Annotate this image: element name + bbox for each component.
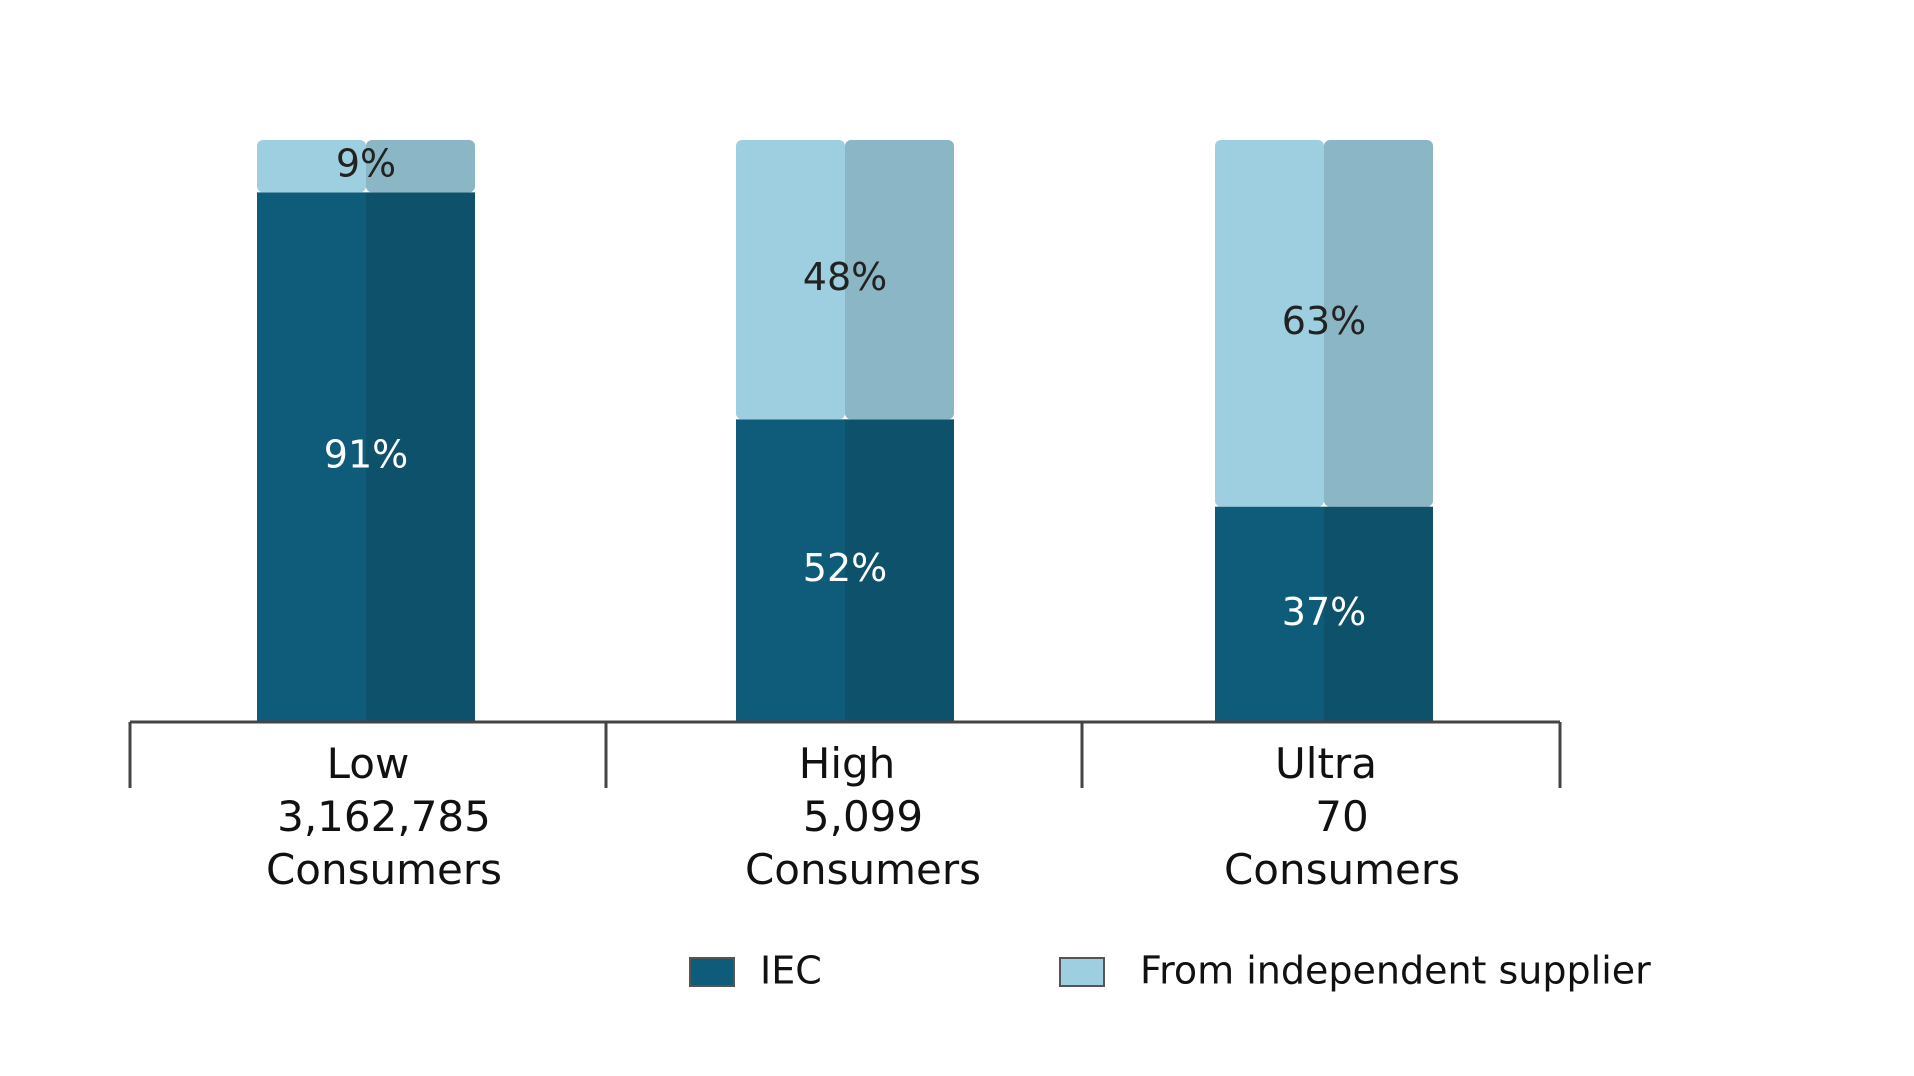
bar-segment-left-face — [736, 140, 845, 420]
legend-item-independent: From independent supplier — [1059, 949, 1651, 993]
bar-segment-ultra-iec: 37% — [1215, 506, 1433, 722]
category-axis — [128, 720, 1562, 788]
bar-segment-right-face — [845, 140, 954, 420]
data-label: 91% — [324, 433, 408, 477]
legend-swatch — [1059, 957, 1105, 987]
legend-swatch — [689, 957, 735, 987]
bar-segment-right-face — [1324, 140, 1433, 507]
data-label: 9% — [336, 142, 396, 186]
bar-segment-left-face — [1215, 140, 1324, 507]
category-count: 5,099 — [803, 792, 923, 841]
category-count: 70 — [1315, 792, 1368, 841]
category-unit: Consumers — [745, 845, 981, 894]
category-name: Low — [327, 739, 410, 788]
data-label: 37% — [1282, 590, 1366, 634]
legend-item-iec: IEC — [689, 949, 822, 993]
category-unit: Consumers — [266, 845, 502, 894]
bar-segment-right-face — [366, 192, 475, 722]
data-label: 48% — [803, 255, 887, 299]
bar-segment-low-iec: 91% — [257, 192, 475, 722]
bar-segment-right-face — [1324, 506, 1433, 722]
bars-group: 91% 9% 52% 48% 37% 63% — [257, 140, 1433, 722]
legend-label: IEC — [760, 949, 822, 993]
category-count: 3,162,785 — [277, 792, 491, 841]
bar-segment-right-face — [845, 419, 954, 722]
bar-segment-left-face — [1215, 506, 1324, 722]
data-label: 52% — [803, 546, 887, 590]
bar-segment-low-independent: 9% — [257, 140, 475, 193]
bar-segment-left-face — [257, 140, 366, 193]
bar-segment-left-face — [257, 192, 366, 722]
legend: IEC From independent supplier — [689, 949, 1651, 993]
bar-segment-high-independent: 48% — [736, 140, 954, 420]
category-name: Ultra — [1275, 739, 1377, 788]
bar-segment-ultra-independent: 63% — [1215, 140, 1433, 507]
category-labels: Low3,162,785ConsumersHigh5,099ConsumersU… — [266, 739, 1460, 894]
bar-segment-high-iec: 52% — [736, 419, 954, 722]
category-unit: Consumers — [1224, 845, 1460, 894]
category-name: High — [799, 739, 896, 788]
data-label: 63% — [1282, 299, 1366, 343]
bar-segment-left-face — [736, 419, 845, 722]
bar-segment-right-face — [366, 140, 475, 193]
legend-label: From independent supplier — [1140, 949, 1651, 993]
